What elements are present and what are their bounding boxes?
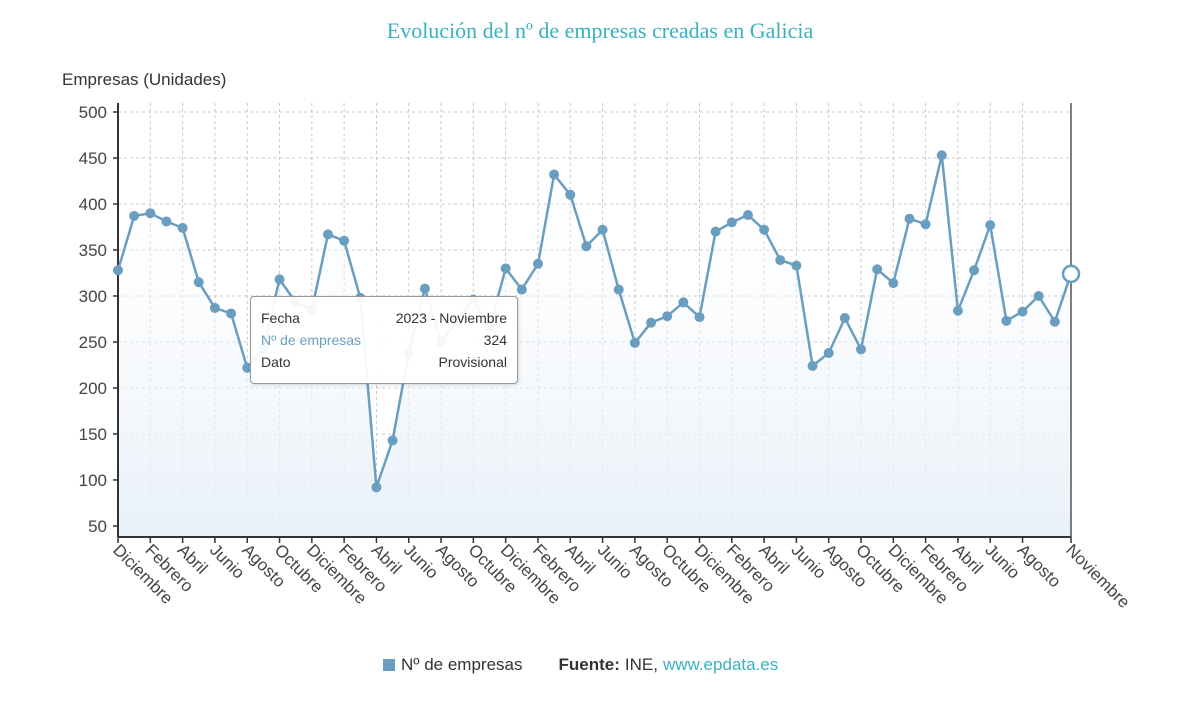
data-point[interactable]	[694, 312, 705, 323]
y-tick-label: 300	[79, 287, 107, 306]
y-tick-label: 450	[79, 149, 107, 168]
data-point[interactable]	[339, 235, 350, 246]
data-point[interactable]	[629, 337, 640, 348]
data-point[interactable]	[419, 283, 430, 294]
data-point[interactable]	[371, 482, 382, 493]
y-tick-label: 500	[79, 103, 107, 122]
data-point[interactable]	[646, 317, 657, 328]
tooltip-row-status: Dato Provisional	[251, 351, 517, 373]
legend-series-label[interactable]: Nº de empresas	[401, 655, 523, 674]
data-point[interactable]	[226, 308, 237, 319]
x-tick-label: Junio	[206, 540, 248, 582]
data-point[interactable]	[710, 226, 721, 237]
data-point[interactable]	[807, 360, 818, 371]
x-tick-label: Junio	[788, 540, 830, 582]
tooltip-series-label: Nº de empresas	[261, 332, 362, 348]
data-point[interactable]	[1049, 316, 1060, 327]
data-point[interactable]	[322, 229, 333, 240]
data-point[interactable]	[500, 263, 511, 274]
data-point[interactable]	[1033, 290, 1044, 301]
data-point[interactable]	[839, 313, 850, 324]
tooltip-row-date: Fecha 2023 - Noviembre	[251, 307, 517, 329]
tooltip-status-value: Provisional	[438, 354, 507, 370]
y-tick-label: 150	[79, 425, 107, 444]
x-tick-label: Junio	[400, 540, 442, 582]
data-point[interactable]	[565, 189, 576, 200]
data-point[interactable]	[113, 265, 123, 276]
data-point[interactable]	[791, 260, 802, 271]
data-point[interactable]	[516, 284, 527, 295]
tooltip-status-label: Dato	[261, 354, 291, 370]
data-point[interactable]	[985, 220, 996, 231]
source-label: Fuente:	[558, 655, 620, 674]
y-tick-label: 250	[79, 333, 107, 352]
data-point[interactable]	[161, 216, 172, 227]
data-point[interactable]	[532, 258, 543, 269]
x-tick-label: Junio	[981, 540, 1023, 582]
source-link[interactable]: www.epdata.es	[662, 655, 779, 674]
series-area	[118, 155, 1071, 537]
y-tick-label: 400	[79, 195, 107, 214]
y-tick-label: 50	[88, 517, 107, 536]
area-layer	[118, 155, 1071, 537]
y-tick-label: 200	[79, 379, 107, 398]
axes	[117, 103, 1072, 538]
x-tick-label: Noviembre	[1062, 540, 1134, 612]
data-point[interactable]	[936, 150, 947, 161]
data-point[interactable]	[904, 213, 915, 224]
data-point[interactable]	[742, 210, 753, 221]
data-point[interactable]	[193, 277, 204, 288]
data-point[interactable]	[581, 241, 592, 252]
tooltip-series-value: 324	[483, 332, 507, 348]
data-point[interactable]	[145, 208, 156, 219]
data-point[interactable]	[549, 169, 560, 180]
tooltip-row-value: Nº de empresas 324	[251, 329, 517, 351]
x-ticks: DiciembreFebreroAbrilJunioAgostoOctubreD…	[109, 537, 1134, 612]
data-point[interactable]	[920, 219, 931, 230]
data-point[interactable]	[888, 278, 899, 289]
tooltip-date-label: Fecha	[261, 310, 300, 326]
y-axis-label: Empresas (Unidades)	[62, 70, 227, 89]
data-point[interactable]	[209, 302, 220, 313]
legend: Nº de empresas Fuente: INE, www.epdata.e…	[383, 655, 778, 675]
data-point[interactable]	[387, 435, 398, 446]
chart-title: Evolución del nº de empresas creadas en …	[386, 18, 814, 43]
data-point[interactable]	[613, 284, 624, 295]
data-point[interactable]	[823, 348, 834, 359]
data-point[interactable]	[662, 311, 673, 322]
y-ticks: 50 100 150 200 250 300 350 400 450 500	[79, 103, 118, 536]
data-point[interactable]	[1001, 315, 1012, 326]
data-point[interactable]	[775, 255, 786, 266]
x-tick-label: Junio	[594, 540, 636, 582]
y-tick-label: 100	[79, 471, 107, 490]
y-tick-label: 350	[79, 241, 107, 260]
data-point-highlighted[interactable]	[1061, 264, 1081, 284]
data-point[interactable]	[274, 274, 285, 285]
data-point[interactable]	[129, 210, 140, 221]
data-point[interactable]	[242, 362, 253, 373]
data-tooltip: Fecha 2023 - Noviembre Nº de empresas 32…	[250, 296, 518, 384]
data-point[interactable]	[759, 224, 770, 235]
source-text: INE,	[624, 655, 658, 674]
data-point[interactable]	[726, 217, 737, 228]
data-point[interactable]	[856, 344, 867, 355]
legend-swatch-icon[interactable]	[383, 659, 395, 671]
data-point[interactable]	[872, 264, 883, 275]
data-point[interactable]	[952, 305, 963, 316]
data-point[interactable]	[177, 222, 188, 233]
data-point[interactable]	[678, 297, 689, 308]
data-point[interactable]	[969, 265, 980, 276]
tooltip-date-value: 2023 - Noviembre	[395, 310, 507, 326]
data-point[interactable]	[597, 224, 608, 235]
data-point[interactable]	[1017, 306, 1028, 317]
